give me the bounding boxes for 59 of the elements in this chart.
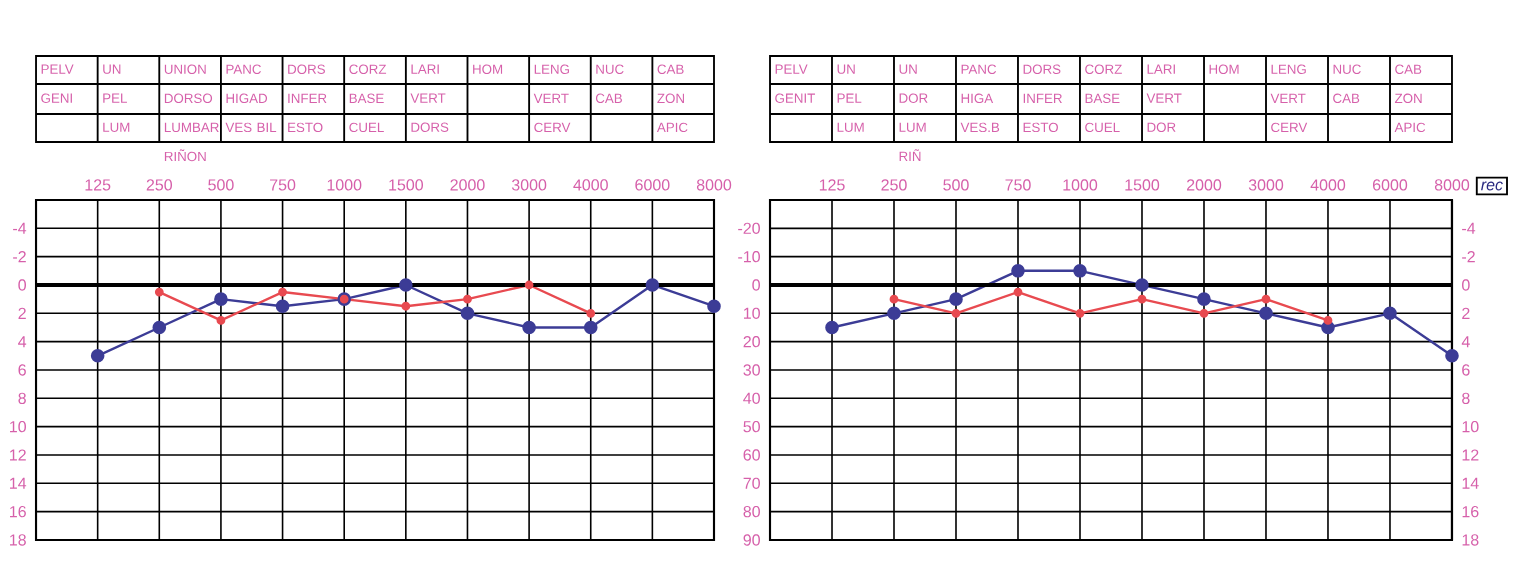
y2-tick-label: -2 bbox=[1462, 251, 1475, 263]
y-tick-label: 80 bbox=[743, 505, 760, 518]
y2-tick-label: -4 bbox=[1462, 222, 1476, 234]
x-tick-label: 8000 bbox=[1434, 179, 1470, 191]
y-tick-label: -10 bbox=[738, 251, 760, 263]
y-tick-label: 0 bbox=[752, 279, 760, 291]
y-tick-label: 20 bbox=[743, 336, 760, 348]
y-tick-label: 0 bbox=[18, 279, 26, 291]
x-tick-label: 1000 bbox=[327, 179, 362, 191]
x-tick-label: 3000 bbox=[1248, 179, 1284, 191]
x-tick-label: 3000 bbox=[511, 179, 547, 191]
x-tick-label: 250 bbox=[146, 179, 173, 191]
x-tick-label: 6000 bbox=[1372, 179, 1408, 191]
y2-tick-label: 6 bbox=[1462, 364, 1470, 376]
x-tick-label: 500 bbox=[943, 179, 969, 191]
x-tick-label: 250 bbox=[881, 179, 907, 191]
x-tick-label: 6000 bbox=[635, 179, 670, 191]
y2-tick-label: 14 bbox=[1462, 477, 1479, 489]
y-tick-label: 16 bbox=[10, 505, 26, 518]
y-tick-label: 10 bbox=[10, 420, 26, 433]
x-tick-label: 2000 bbox=[1186, 179, 1222, 191]
x-tick-label: 125 bbox=[819, 179, 845, 191]
y-tick-label: -4 bbox=[13, 222, 27, 234]
y-tick-label: 30 bbox=[743, 364, 760, 376]
y2-tick-label: 4 bbox=[1461, 336, 1470, 348]
y2-tick-label: 8 bbox=[1462, 392, 1470, 404]
y-tick-label: 60 bbox=[743, 449, 760, 461]
x-tick-label: 1500 bbox=[1125, 179, 1160, 191]
y-tick-label: 18 bbox=[10, 534, 26, 546]
y2-tick-label: 2 bbox=[1462, 307, 1470, 319]
x-tick-label: 750 bbox=[1005, 179, 1031, 191]
x-tick-label: 8000 bbox=[696, 179, 732, 191]
y-tick-label: 70 bbox=[743, 477, 760, 489]
y2-tick-label: 18 bbox=[1462, 534, 1479, 546]
x-tick-label: 750 bbox=[270, 179, 296, 191]
y-tick-label: -20 bbox=[738, 222, 760, 235]
x-tick-label: 1000 bbox=[1063, 179, 1098, 191]
y-tick-label: 8 bbox=[18, 392, 26, 404]
y-tick-label: 10 bbox=[744, 307, 760, 319]
y-tick-label: 4 bbox=[18, 336, 27, 348]
x-tick-label: 4000 bbox=[1310, 179, 1346, 191]
y2-tick-label: 12 bbox=[1462, 449, 1479, 461]
y-tick-label: 14 bbox=[10, 477, 27, 489]
y-tick-label: 40 bbox=[743, 392, 760, 404]
y-tick-label: -2 bbox=[13, 251, 26, 263]
y-tick-label: 50 bbox=[743, 420, 760, 433]
y2-tick-label: 0 bbox=[1462, 279, 1470, 291]
x-tick-label: 125 bbox=[85, 179, 111, 191]
y2-tick-label: 10 bbox=[1462, 420, 1479, 433]
y-tick-label: 6 bbox=[18, 364, 26, 376]
y2-tick-label: 16 bbox=[1462, 505, 1479, 518]
y-tick-label: 12 bbox=[10, 449, 26, 461]
x-tick-label: 2000 bbox=[450, 179, 485, 191]
x-tick-label: 4000 bbox=[573, 179, 608, 191]
x-tick-label: 1500 bbox=[389, 179, 424, 191]
y-tick-label: 2 bbox=[18, 307, 26, 319]
y-tick-label: 90 bbox=[743, 534, 760, 546]
x-tick-label: 500 bbox=[208, 179, 234, 191]
text: rec bbox=[1481, 181, 1503, 191]
